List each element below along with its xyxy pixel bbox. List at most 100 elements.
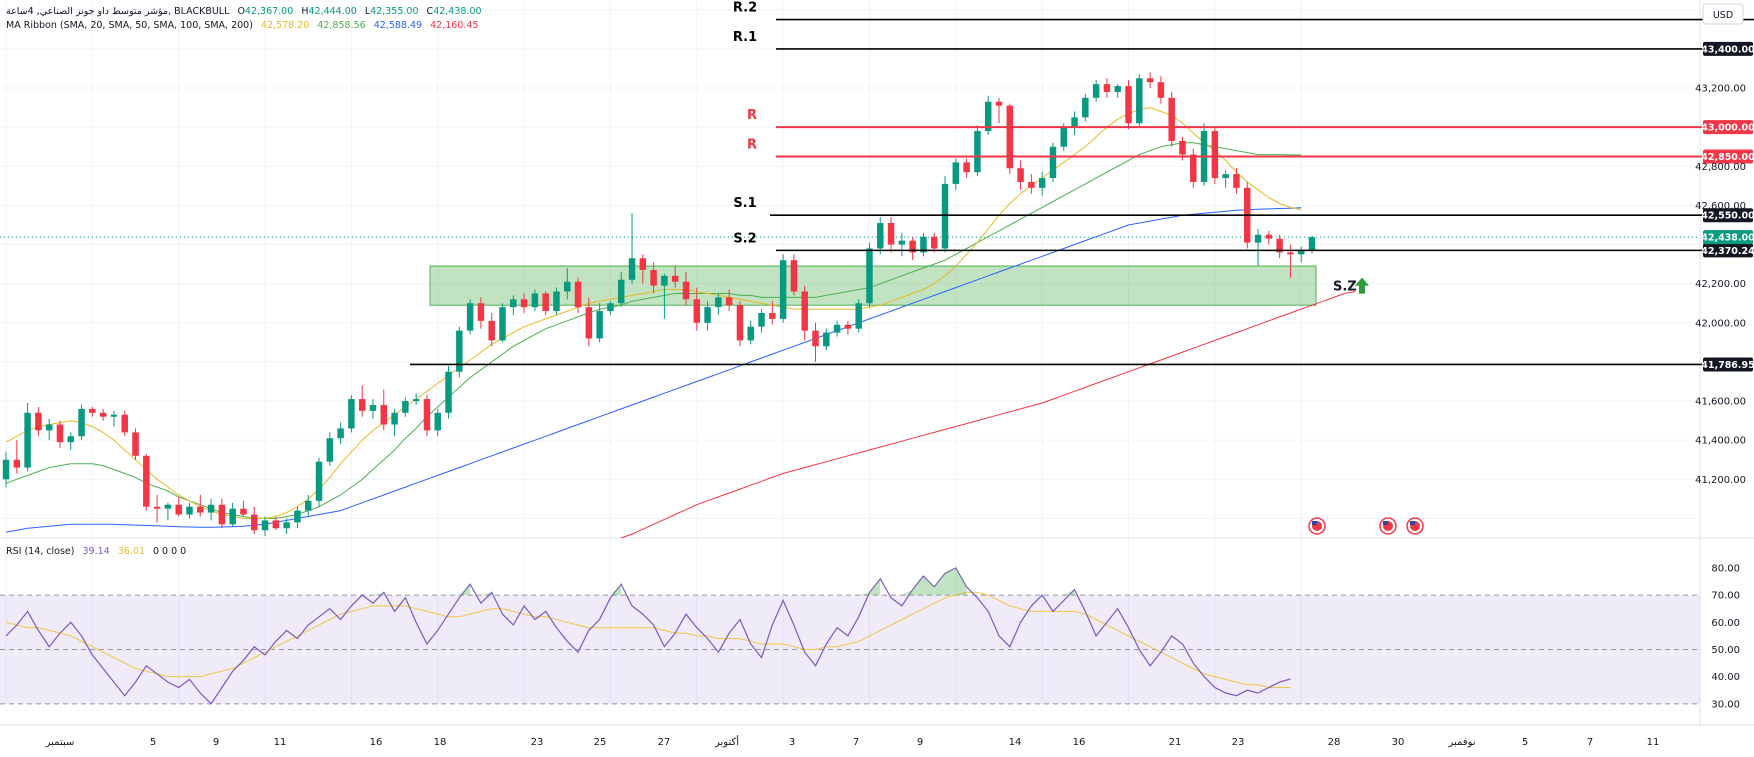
candle [661,273,668,319]
candle-body [186,506,193,515]
instrument-name: مؤشر متوسط داو جونز الصناعي, 4ساعة, BLAC… [6,6,230,17]
candle [304,494,312,517]
rsi-ma-value: 36.01 [118,546,145,557]
price-tag-text: 42,550.00 [1701,211,1754,222]
rsi-label: RSI (14, close) [6,546,74,557]
candle [758,309,765,333]
candle-body [1308,237,1316,252]
ma50-value: 42,858.56 [317,20,365,31]
candle [326,432,334,466]
candle [13,440,21,474]
time-tick-label: أكتوبر [714,735,739,748]
candle [607,301,614,315]
time-tick-label: سبتمبر [45,737,75,748]
candle [153,494,161,523]
candle [272,516,280,531]
candle [920,232,927,257]
candle-body [1136,78,1143,124]
candle-body [769,313,776,319]
candle [877,217,884,255]
ohlc-close-key: C [427,6,434,17]
candle [337,422,344,445]
candle [1146,72,1154,89]
price-tag [1703,243,1753,258]
candle-body [801,291,808,331]
ma-label: MA Ribbon (SMA, 20, SMA, 50, SMA, 100, S… [6,20,253,31]
candle-body [930,236,938,249]
candle-body [574,281,582,308]
price-axis[interactable]: 43,200.00 42,800.00 42,600.00 42,200.00 42,0… [1695,84,1746,711]
event-flags[interactable] [1308,517,1424,535]
candle-body [1125,86,1132,124]
candle-body [1254,234,1262,243]
candle-body [175,504,182,515]
us-flag-event-icon[interactable] [1308,517,1326,535]
flag-canton-icon [1410,521,1415,525]
ma200-value: 42,160.45 [430,20,478,31]
candle-body [833,324,841,333]
candle [1114,84,1121,98]
candle-body [1114,86,1121,92]
candle-body [639,258,647,270]
candle-body [1179,140,1186,155]
candle [553,287,560,315]
candle-body [1092,84,1100,98]
candle [974,125,981,177]
candle-body [67,436,74,443]
candle-body [143,455,150,507]
candle [833,320,841,337]
candle-body [2,459,10,480]
time-tick-label: 18 [434,737,447,748]
candle-body [207,504,215,513]
candle [78,404,85,441]
candle-body [531,293,539,308]
candle-body [304,500,312,511]
time-axis[interactable]: سبتمبر 5 9 11 16 18 23 25 27 أكتوبر 3 7 9 14 16 21 23 28 3… [45,735,1660,748]
candle [952,158,960,190]
price-tag-text: 43,400.00 [1701,44,1754,55]
candle-body [56,424,64,443]
rsi-zeros: 0 0 0 0 [153,546,186,557]
rsi-overbought-fill [372,592,384,596]
rsi-overbought-fill [934,573,946,596]
candle-body [909,240,916,253]
candle [499,303,506,343]
candle [542,291,549,315]
price-tick-label: 42,800.00 [1695,162,1746,173]
candle-body [596,311,603,339]
candle [844,320,852,335]
candle [1092,80,1100,102]
candle-body [402,401,409,413]
candle [1254,228,1262,267]
price-tick-label: 42,200.00 [1695,279,1746,290]
candle-body [445,371,452,413]
candle [1190,148,1197,188]
price-tick-label: 42,000.00 [1695,318,1746,329]
time-tick-label: 16 [1073,737,1086,748]
candle-body [1071,117,1078,128]
candle-body [1017,168,1024,182]
rsi-tick-label: 80.00 [1711,563,1740,574]
candle [887,217,895,253]
candle-body [240,508,247,515]
candle [1276,234,1283,259]
us-flag-event-icon[interactable] [1406,517,1424,535]
candle [704,301,711,331]
rsi-overbought-fill [480,592,492,596]
last-price-tag-text: 42,438.00 [1701,233,1754,244]
currency-button[interactable] [1702,3,1744,25]
candle [477,297,485,329]
candle [99,408,107,421]
candle [1157,76,1165,104]
candle [283,518,290,535]
us-flag-event-icon[interactable] [1379,517,1397,535]
rsi-overbought-fill [858,592,870,596]
candle-body [877,223,884,249]
candle [24,403,31,472]
rsi-legend: RSI (14, close) 39.14 36.01 0 0 0 0 [6,546,186,557]
candle-body [423,399,431,431]
candle [456,326,463,378]
time-tick-label: 5 [150,737,156,748]
support-zone-box [429,265,1317,306]
